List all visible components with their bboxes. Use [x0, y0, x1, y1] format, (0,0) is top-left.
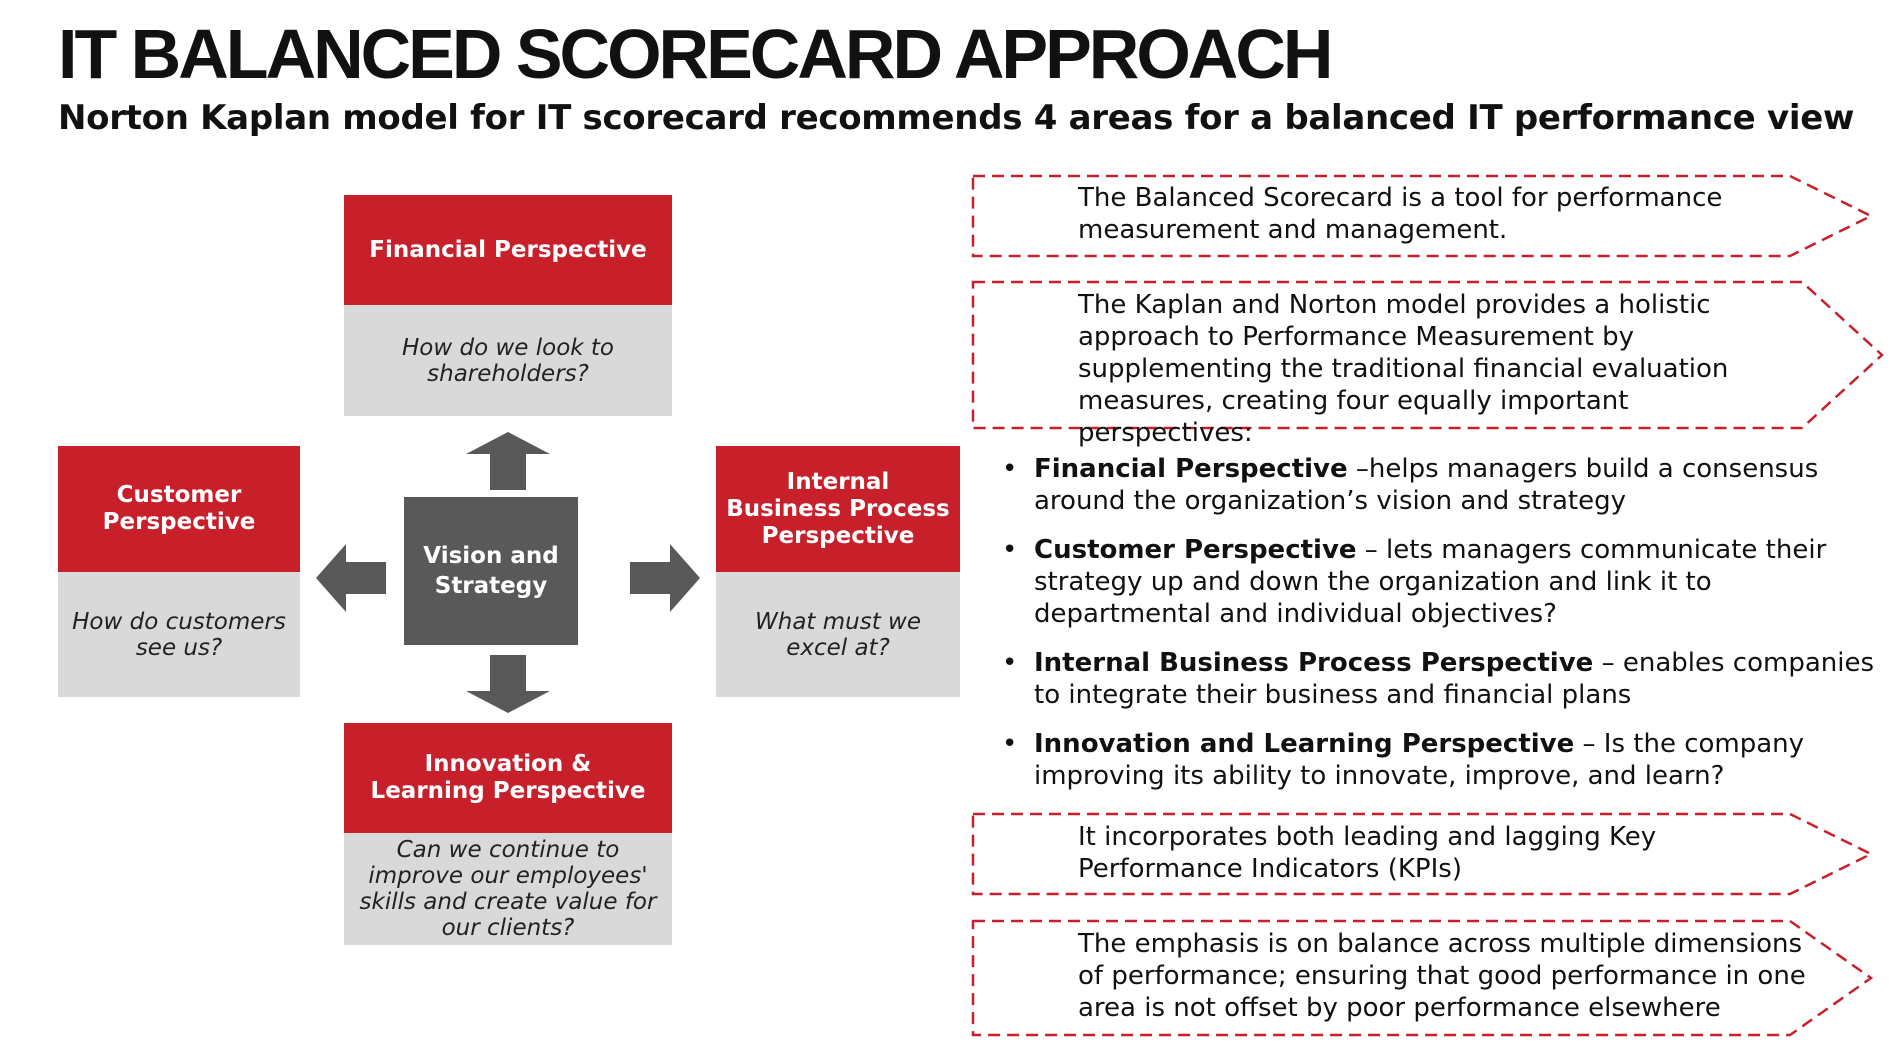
callout-holistic-approach: The Kaplan and Norton model provides a h…	[970, 279, 1885, 448]
bullet-text: – lets managers communicate their strate…	[1034, 535, 1827, 629]
arrow-up-icon	[466, 432, 550, 490]
perspective-bullet-list: • Financial Perspective –helps managers …	[1002, 453, 1882, 809]
arrow-down-icon	[466, 655, 550, 713]
bullet-marker: •	[1002, 729, 1018, 759]
bullet-marker: •	[1002, 535, 1018, 565]
arrow-right-icon	[630, 544, 700, 612]
callout-kpis-text: It incorporates both leading and lagging…	[1078, 822, 1657, 884]
bullet-item: • Internal Business Process Perspective …	[1002, 647, 1882, 711]
callout-scorecard-tool-text: The Balanced Scorecard is a tool for per…	[1078, 183, 1723, 245]
financial-perspective-card: Financial Perspective How do we look to …	[344, 195, 672, 416]
innovation-perspective-question: Can we continue to improve our employees…	[344, 833, 672, 945]
callout-scorecard-tool: The Balanced Scorecard is a tool for per…	[970, 173, 1874, 259]
internal-perspective-question: What must we excel at?	[716, 572, 960, 697]
bullet-item: • Customer Perspective – lets managers c…	[1002, 534, 1882, 630]
bullet-label: Innovation and Learning Perspective	[1034, 729, 1575, 759]
bullet-label: Internal Business Process Perspective	[1034, 648, 1594, 678]
customer-perspective-question: How do customers see us?	[58, 572, 300, 697]
callout-holistic-approach-text: The Kaplan and Norton model provides a h…	[1078, 290, 1729, 448]
innovation-perspective-card: Innovation & Learning Perspective Can we…	[344, 723, 672, 945]
callout-kpis: It incorporates both leading and lagging…	[970, 811, 1874, 897]
bullet-text: –helps managers build a consensus around…	[1034, 454, 1819, 516]
bullet-text: – enables companies to integrate their b…	[1034, 648, 1874, 710]
vision-strategy-box: Vision and Strategy	[404, 497, 578, 645]
bullet-item: • Financial Perspective –helps managers …	[1002, 453, 1882, 517]
customer-perspective-title: Customer Perspective	[58, 446, 300, 572]
customer-perspective-card: Customer Perspective How do customers se…	[58, 446, 300, 697]
internal-perspective-title: Internal Business Process Perspective	[716, 446, 960, 572]
financial-perspective-question: How do we look to shareholders?	[344, 305, 672, 416]
bullet-marker: •	[1002, 454, 1018, 484]
page-title: IT BALANCED SCORECARD APPROACH	[58, 15, 1333, 93]
arrow-left-icon	[316, 544, 386, 612]
bullet-label: Financial Perspective	[1034, 454, 1348, 484]
bullet-text: – Is the company improving its ability t…	[1034, 729, 1805, 791]
page-subtitle: Norton Kaplan model for IT scorecard rec…	[58, 98, 1855, 138]
bullet-item: • Innovation and Learning Perspective – …	[1002, 728, 1882, 792]
innovation-perspective-title: Innovation & Learning Perspective	[344, 723, 672, 833]
bullet-label: Customer Perspective	[1034, 535, 1357, 565]
internal-perspective-card: Internal Business Process Perspective Wh…	[716, 446, 960, 697]
callout-balance-emphasis-text: The emphasis is on balance across multip…	[1078, 929, 1806, 1023]
bullet-marker: •	[1002, 648, 1018, 678]
financial-perspective-title: Financial Perspective	[344, 195, 672, 305]
callout-balance-emphasis: The emphasis is on balance across multip…	[970, 918, 1874, 1038]
